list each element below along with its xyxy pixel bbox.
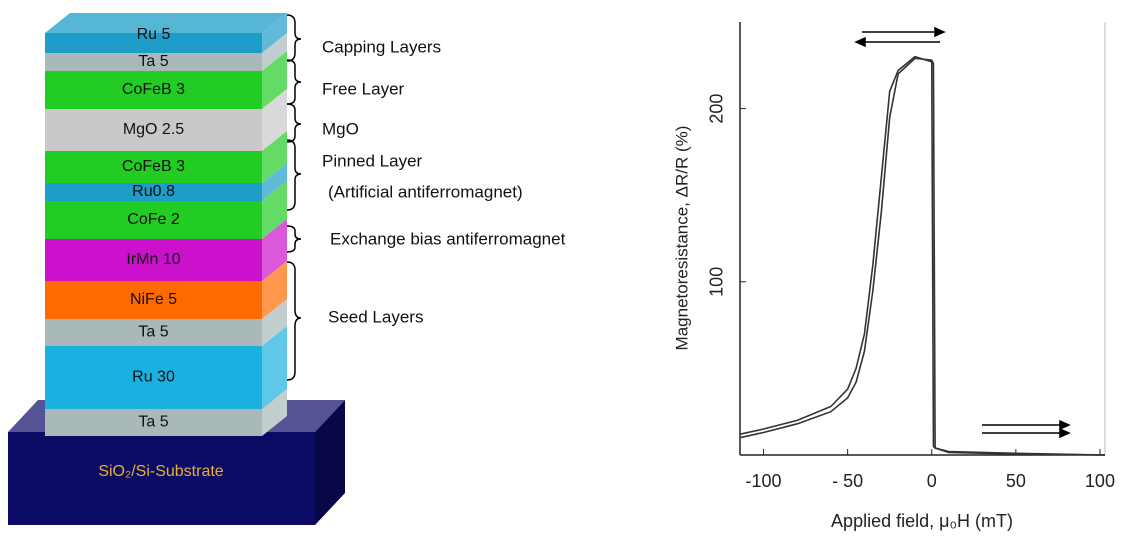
layer-label: CoFe 2 bbox=[127, 211, 180, 228]
y-tick-label: 100 bbox=[707, 267, 727, 297]
braces bbox=[286, 14, 302, 381]
layer-side bbox=[262, 13, 287, 53]
layer-label: IrMn 10 bbox=[126, 251, 180, 268]
layer bbox=[45, 346, 262, 409]
layer bbox=[45, 201, 262, 239]
x-tick-label: - 50 bbox=[832, 471, 863, 491]
layer-label: Ru 30 bbox=[132, 369, 175, 386]
x-tick-label: 100 bbox=[1085, 471, 1115, 491]
layer bbox=[45, 71, 262, 109]
layer-side bbox=[262, 326, 287, 409]
layer-side bbox=[262, 261, 287, 319]
layer-side bbox=[262, 33, 287, 71]
layer-label: Ta 5 bbox=[138, 53, 168, 70]
group-label: Free Layer bbox=[322, 79, 405, 98]
layer bbox=[45, 53, 262, 71]
layer-side bbox=[262, 299, 287, 346]
x-axis-label: Applied field, μ₀H (mT) bbox=[831, 511, 1013, 531]
group-label: Exchange bias antiferromagnet bbox=[330, 229, 566, 248]
layer bbox=[45, 239, 262, 281]
layer-label: MgO 2.5 bbox=[123, 121, 184, 138]
layer-top bbox=[45, 13, 287, 33]
chart: -100 - 50 0 50 100 100 200 Applied field, μ₀H (… bbox=[672, 22, 1115, 531]
layer-label: Ru0.8 bbox=[132, 183, 175, 200]
layer-label: NiFe 5 bbox=[130, 291, 177, 308]
group-label: Pinned Layer bbox=[322, 151, 423, 170]
layer bbox=[45, 109, 262, 151]
group-label: (Artificial antiferromagnet) bbox=[328, 182, 523, 201]
layer-side bbox=[262, 181, 287, 239]
layer-side bbox=[262, 219, 287, 281]
y-tick-label: 200 bbox=[707, 94, 727, 124]
layer-label: CoFeB 3 bbox=[122, 81, 185, 98]
layer-side bbox=[262, 51, 287, 109]
y-axis-label: Magnetoresistance, ΔR/R (%) bbox=[672, 126, 691, 351]
x-tick-label: 0 bbox=[927, 471, 937, 491]
layer bbox=[45, 33, 262, 53]
layer bbox=[45, 409, 262, 436]
x-tick-label: 50 bbox=[1006, 471, 1026, 491]
group-label: MgO bbox=[322, 119, 359, 138]
layer-label: CoFeB 3 bbox=[122, 158, 185, 175]
layer-stack: SiO₂/Si-Substrate Ru 5 Ta 5 CoFeB 3 MgO 2.5 C… bbox=[8, 13, 566, 525]
layer bbox=[45, 281, 262, 319]
loop-branch bbox=[739, 57, 1106, 456]
layer-label: Ta 5 bbox=[138, 324, 168, 341]
loop-branch bbox=[739, 55, 1106, 456]
layer bbox=[45, 319, 262, 346]
layer-label: Ta 5 bbox=[138, 414, 168, 431]
layer-label: Ru 5 bbox=[137, 26, 171, 43]
layer-side bbox=[262, 131, 287, 183]
layer-side bbox=[262, 89, 287, 151]
substrate-label: SiO₂/Si-Substrate bbox=[98, 463, 223, 480]
layer bbox=[45, 183, 262, 201]
layer-side bbox=[262, 163, 287, 201]
substrate-side bbox=[315, 400, 345, 525]
layer bbox=[45, 151, 262, 183]
arrows bbox=[854, 26, 1071, 439]
x-tick-label: -100 bbox=[746, 471, 782, 491]
group-label: Capping Layers bbox=[322, 37, 441, 56]
group-label: Seed Layers bbox=[328, 307, 423, 326]
substrate-front bbox=[8, 432, 315, 525]
layer-side bbox=[262, 389, 287, 436]
